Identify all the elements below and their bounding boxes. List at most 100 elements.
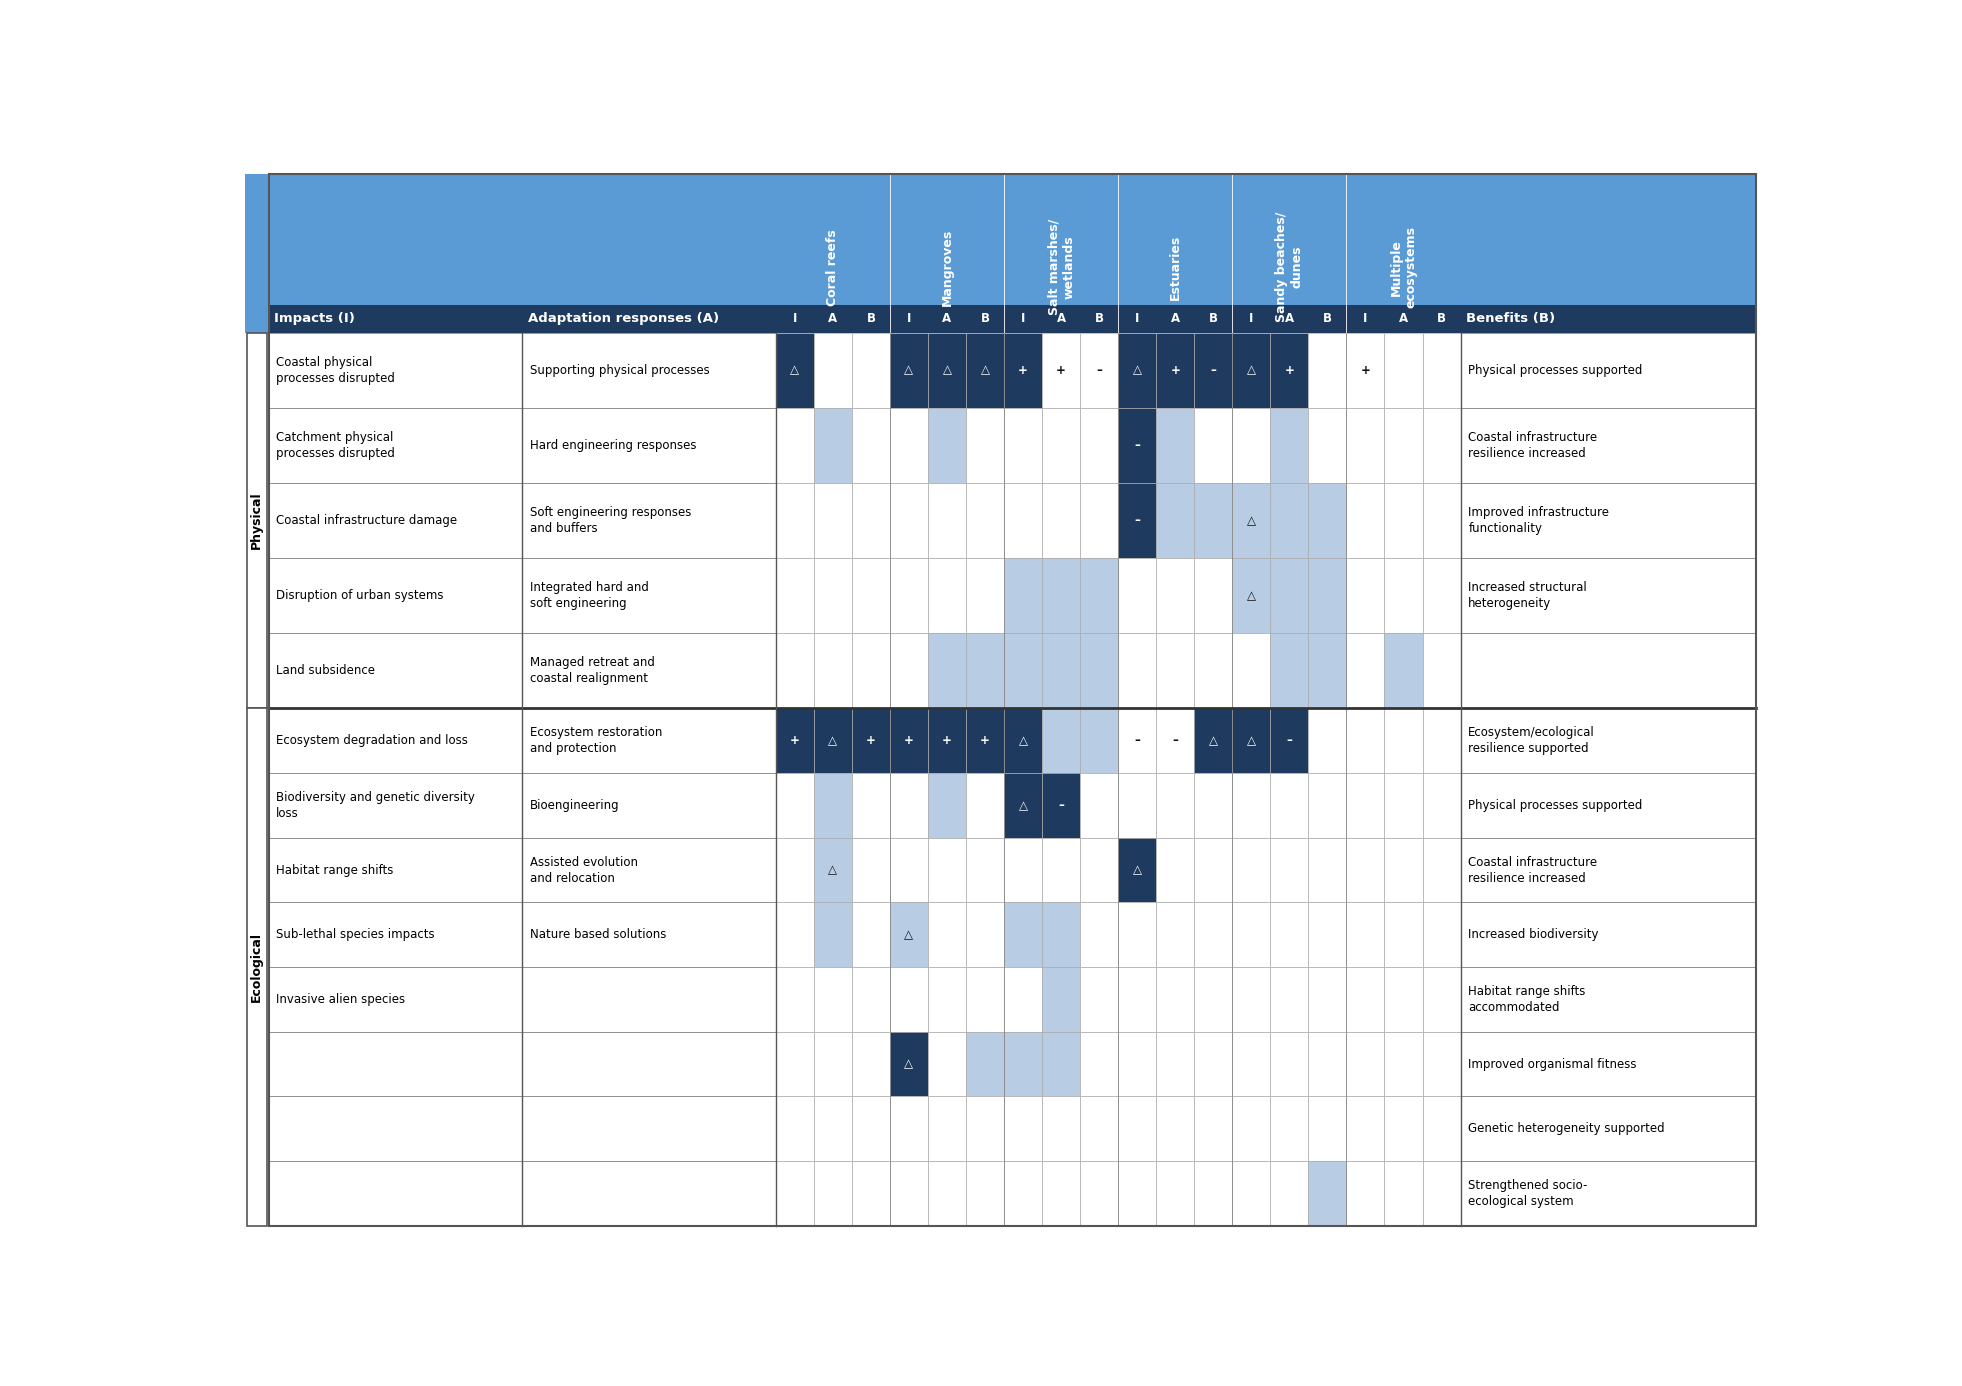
Text: Genetic heterogeneity supported: Genetic heterogeneity supported (1468, 1123, 1666, 1135)
Bar (1005, 837, 1042, 902)
Bar (1118, 902, 1156, 967)
Bar (814, 1096, 852, 1161)
Bar (775, 1096, 814, 1161)
Bar (1042, 1096, 1081, 1161)
Bar (1005, 1096, 1042, 1161)
Bar (775, 482, 814, 559)
Bar (965, 633, 1005, 708)
Bar (1081, 407, 1118, 482)
Bar (891, 902, 928, 967)
Text: B: B (981, 312, 989, 326)
Bar (1385, 482, 1422, 559)
Bar (852, 333, 891, 407)
Bar (1081, 902, 1118, 967)
Bar (928, 1161, 965, 1225)
Bar (891, 407, 928, 482)
Bar (1005, 633, 1042, 708)
Bar (1269, 708, 1309, 773)
Text: Increased structural
heterogeneity: Increased structural heterogeneity (1468, 581, 1587, 610)
Bar (522, 633, 775, 708)
Text: △: △ (942, 363, 952, 377)
Text: +: + (1360, 363, 1369, 377)
Bar (1005, 1161, 1042, 1225)
Bar (1460, 482, 1756, 559)
Bar (1156, 633, 1195, 708)
Text: I: I (906, 312, 910, 326)
Bar (891, 1031, 928, 1096)
Text: △: △ (904, 1058, 914, 1070)
Text: +: + (1169, 363, 1181, 377)
Bar (1232, 967, 1269, 1031)
Bar (1081, 1031, 1118, 1096)
Bar (269, 175, 1756, 333)
Bar (1269, 902, 1309, 967)
Bar (1005, 773, 1042, 837)
Bar (1460, 967, 1756, 1031)
Bar (1081, 482, 1118, 559)
Bar (269, 633, 522, 708)
Bar (1385, 633, 1422, 708)
Bar (852, 1161, 891, 1225)
Bar (814, 1031, 852, 1096)
Bar (965, 708, 1005, 773)
Bar (775, 708, 814, 773)
Bar (814, 407, 852, 482)
Bar (891, 559, 928, 633)
Bar (1232, 902, 1269, 967)
Bar (1042, 708, 1081, 773)
Bar (1269, 482, 1309, 559)
Bar (269, 773, 522, 837)
Bar (1346, 773, 1385, 837)
Bar (852, 967, 891, 1031)
Bar (1346, 633, 1385, 708)
Bar (1118, 633, 1156, 708)
Bar (522, 407, 775, 482)
Bar (928, 333, 965, 407)
Bar (1309, 708, 1346, 773)
Text: A: A (1399, 312, 1409, 326)
Bar (1118, 773, 1156, 837)
Text: △: △ (828, 735, 838, 747)
Bar (1156, 407, 1195, 482)
Bar (814, 1161, 852, 1225)
Bar (1005, 482, 1042, 559)
Bar (1309, 1031, 1346, 1096)
Bar (1309, 1161, 1346, 1225)
Bar (891, 333, 928, 407)
Text: △: △ (904, 363, 914, 377)
Bar (1309, 773, 1346, 837)
Bar (1422, 633, 1460, 708)
Bar (814, 708, 852, 773)
Text: Improved organismal fitness: Improved organismal fitness (1468, 1058, 1636, 1070)
Text: I: I (1250, 312, 1254, 326)
Bar (247, 708, 267, 1225)
Bar (1118, 559, 1156, 633)
Bar (852, 837, 891, 902)
Text: B: B (1322, 312, 1332, 326)
Text: B: B (1209, 312, 1218, 326)
Bar (1460, 1096, 1756, 1161)
Bar (1232, 333, 1269, 407)
Text: △: △ (1018, 798, 1028, 812)
Bar (269, 1031, 522, 1096)
Bar (1309, 407, 1346, 482)
Text: Salt marshes/
wetlands: Salt marshes/ wetlands (1048, 219, 1075, 315)
Bar (522, 1096, 775, 1161)
Bar (1422, 407, 1460, 482)
Bar (1042, 407, 1081, 482)
Bar (1232, 708, 1269, 773)
Bar (1118, 482, 1156, 559)
Bar (1385, 1096, 1422, 1161)
Bar (269, 482, 522, 559)
Text: Benefits (B): Benefits (B) (1466, 312, 1556, 326)
Bar (814, 773, 852, 837)
Bar (1385, 708, 1422, 773)
Bar (814, 902, 852, 967)
Bar (891, 967, 928, 1031)
Text: Land subsidence: Land subsidence (277, 664, 375, 678)
Bar (1269, 1161, 1309, 1225)
Bar (775, 633, 814, 708)
Bar (891, 837, 928, 902)
Text: –: – (1287, 735, 1293, 747)
Bar (1195, 902, 1232, 967)
